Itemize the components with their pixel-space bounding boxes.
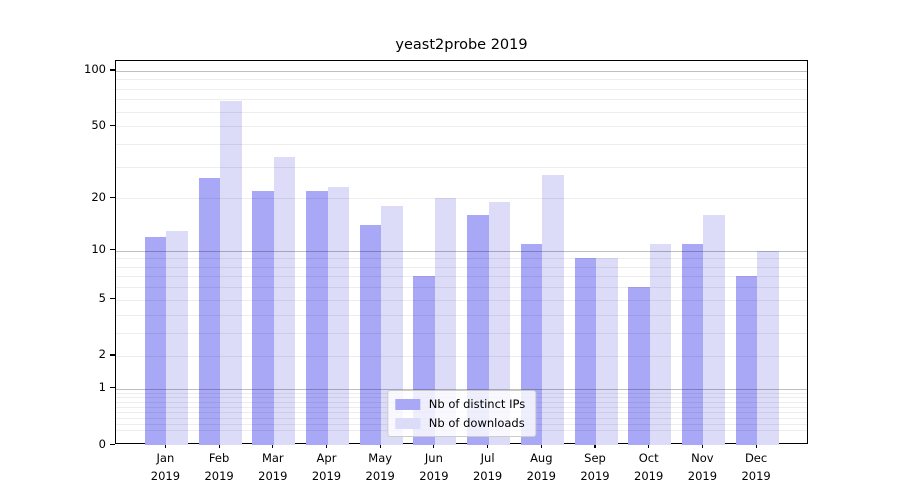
x-tick-label-mar: Mar 2019 xyxy=(258,451,288,483)
legend-label-downloads: Nb of downloads xyxy=(428,416,525,430)
y-tick-100 xyxy=(110,69,115,71)
bar-oct-downloads xyxy=(649,243,672,445)
bar-nov-downloads xyxy=(703,215,725,445)
y-tick-50 xyxy=(110,124,115,126)
legend-entry-downloads: Nb of downloads xyxy=(394,416,525,430)
x-tick-label-jul: Jul 2019 xyxy=(472,451,503,483)
bar-jan-distinct-ips xyxy=(144,237,167,445)
bars-layer xyxy=(116,61,807,445)
bar-jan-downloads xyxy=(166,231,188,445)
bar-feb-distinct-ips xyxy=(198,177,221,445)
bar-nov-distinct-ips xyxy=(681,243,704,445)
x-tick-feb xyxy=(218,444,220,448)
bar-jun-downloads xyxy=(434,198,457,445)
x-tick-label-oct: Oct 2019 xyxy=(634,451,664,483)
x-tick-label-jan: Jan 2019 xyxy=(150,451,181,483)
x-tick-label-may: May 2019 xyxy=(365,451,395,483)
bar-aug-downloads xyxy=(542,174,564,445)
x-tick-sep xyxy=(594,444,596,448)
x-tick-label-sep: Sep 2019 xyxy=(580,451,610,483)
x-tick-label-jun: Jun 2019 xyxy=(419,451,449,483)
y-tick-2 xyxy=(110,354,115,356)
x-tick-apr xyxy=(325,444,328,448)
bar-sep-downloads xyxy=(596,258,618,445)
y-tick-label-10: 10 xyxy=(91,242,106,257)
bar-mar-downloads xyxy=(273,156,296,445)
x-tick-label-dec: Dec 2019 xyxy=(741,451,771,483)
x-tick-label-nov: Nov 2019 xyxy=(687,451,718,483)
x-tick-label-aug: Aug 2019 xyxy=(526,451,556,483)
bar-sep-distinct-ips xyxy=(574,258,596,445)
x-tick-jun xyxy=(433,444,435,448)
x-tick-label-apr: Apr 2019 xyxy=(311,451,342,483)
y-tick-label-100: 100 xyxy=(84,62,106,77)
x-tick-mar xyxy=(272,444,274,448)
y-tick-5 xyxy=(110,298,115,300)
bar-may-distinct-ips xyxy=(359,225,382,445)
x-tick-jul xyxy=(487,444,489,448)
x-tick-nov xyxy=(701,444,703,448)
x-tick-oct xyxy=(648,444,650,448)
y-tick-label-2: 2 xyxy=(98,347,106,362)
y-tick-label-5: 5 xyxy=(98,291,106,306)
x-tick-aug xyxy=(540,444,542,448)
y-tick-1 xyxy=(110,387,115,389)
x-tick-may xyxy=(379,444,381,448)
bar-apr-downloads xyxy=(327,187,349,445)
bar-dec-distinct-ips xyxy=(735,276,758,445)
y-tick-20 xyxy=(110,196,115,198)
plot-area: Nb of distinct IPs Nb of downloads xyxy=(115,60,808,445)
bar-oct-distinct-ips xyxy=(628,287,650,445)
bar-feb-downloads xyxy=(220,100,242,445)
x-tick-label-feb: Feb 2019 xyxy=(204,451,234,483)
bar-jul-distinct-ips xyxy=(467,215,489,445)
legend-label-distinct-ips: Nb of distinct IPs xyxy=(428,397,526,411)
y-tick-label-50: 50 xyxy=(91,117,106,132)
y-tick-10 xyxy=(110,249,115,251)
bar-apr-distinct-ips xyxy=(306,190,328,445)
bar-may-downloads xyxy=(381,206,403,445)
bar-dec-downloads xyxy=(757,250,779,445)
y-tick-0 xyxy=(110,443,115,445)
bar-mar-distinct-ips xyxy=(252,190,274,445)
x-tick-dec xyxy=(755,444,757,448)
x-tick-jan xyxy=(164,444,166,448)
y-tick-label-0: 0 xyxy=(98,436,106,451)
y-tick-label-1: 1 xyxy=(98,380,106,395)
legend-swatch-downloads xyxy=(394,417,420,429)
legend-entry-distinct-ips: Nb of distinct IPs xyxy=(394,397,526,411)
legend-swatch-distinct-ips xyxy=(394,398,420,410)
bar-jul-downloads xyxy=(488,202,511,445)
chart-title: yeast2probe 2019 xyxy=(395,37,528,53)
legend: Nb of distinct IPs Nb of downloads xyxy=(386,390,537,437)
y-tick-label-20: 20 xyxy=(91,189,106,204)
